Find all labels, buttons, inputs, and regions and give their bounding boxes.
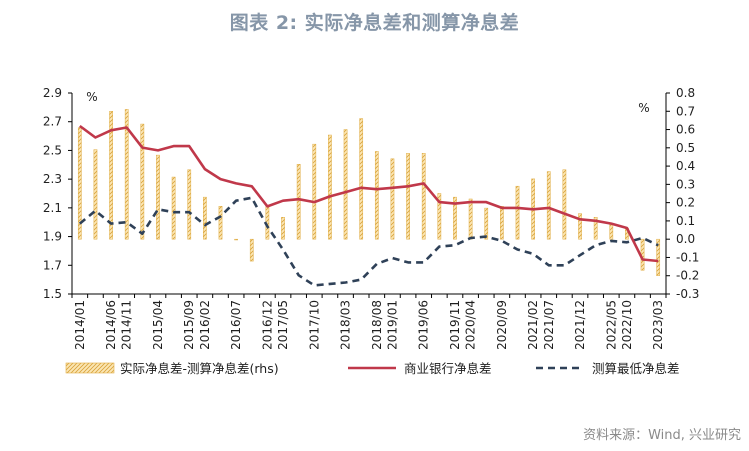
source-note: 资料来源：Wind, 兴业研究 [583, 428, 741, 443]
x-tick-label: 2019/06 [417, 300, 431, 350]
x-tick-label: 2015/04 [151, 300, 165, 350]
bar [218, 206, 223, 240]
right-unit-label: % [638, 101, 649, 115]
right-tick-label: -0.1 [676, 250, 699, 264]
x-tick-label: 2019/01 [385, 300, 399, 350]
bar [109, 111, 113, 240]
x-tick-label: 2018/03 [339, 300, 353, 350]
x-tick-label: 2016/02 [198, 300, 212, 350]
x-tick-label: 2017/10 [307, 300, 321, 350]
bar [328, 134, 332, 240]
right-tick-label: 0.4 [676, 159, 695, 173]
x-tick-label: 2016/07 [229, 300, 243, 350]
bar [343, 129, 348, 240]
right-tick-label: 0.1 [676, 214, 695, 228]
right-tick-label: 0.8 [676, 86, 695, 100]
bar [484, 207, 489, 240]
right-tick-label: 0.5 [676, 141, 695, 155]
x-tick-label: 2016/12 [260, 300, 274, 350]
bar [77, 127, 82, 240]
right-axis: -0.3 -0.2 -0.1 0.0 0.1 0.2 0.3 0.4 0.5 0.6 0.7 0.8% [638, 86, 699, 301]
bar [562, 169, 567, 240]
x-tick-label: 2015/09 [182, 300, 196, 350]
x-tick-label: 2014/11 [120, 300, 134, 350]
bar [609, 224, 614, 240]
bar [234, 238, 238, 241]
x-axis: 2014/01 2014/06 2014/11 2015/04 2015/09 2016/… [71, 293, 667, 350]
left-tick-label: 2.1 [43, 201, 62, 215]
bar [140, 123, 145, 240]
bar [374, 151, 379, 240]
legend-swatch-bar [65, 362, 115, 374]
bar [515, 185, 520, 240]
x-tick-label: 2020/04 [464, 300, 478, 350]
bar [281, 217, 285, 240]
right-tick-label: -0.3 [676, 287, 699, 301]
bar [187, 169, 192, 240]
right-tick-label: 0.6 [676, 123, 695, 137]
x-tick-label: 2018/08 [370, 300, 384, 350]
legend-label-dashed: 测算最低净息差 [592, 361, 680, 376]
left-tick-label: 2.9 [43, 86, 62, 100]
x-tick-label: 2014/01 [73, 300, 87, 350]
bar [453, 196, 457, 240]
x-tick-label: 2021/12 [573, 300, 587, 350]
left-tick-label: 2.3 [43, 172, 62, 186]
bar [468, 198, 473, 240]
x-tick-label: 2022/10 [620, 300, 634, 350]
right-tick-label: 0.2 [676, 196, 695, 210]
x-tick-label: 2023/03 [651, 300, 665, 350]
bar [390, 158, 395, 240]
bar [593, 217, 598, 240]
right-tick-label: 0.7 [676, 104, 695, 118]
plot-area [77, 109, 661, 287]
x-tick-label: 2021/07 [542, 300, 556, 350]
left-tick-label: 1.5 [43, 287, 62, 301]
legend-label-bar: 实际净息差-测算净息差(rhs) [120, 361, 279, 376]
bar [296, 164, 301, 240]
bar [500, 206, 504, 240]
bar [437, 193, 442, 240]
bar [124, 109, 129, 240]
right-tick-label: 0.3 [676, 177, 695, 191]
series-line-bank-margin [79, 124, 659, 263]
bar [203, 196, 207, 240]
bar [578, 213, 582, 240]
right-tick-label: -0.2 [676, 269, 699, 283]
x-tick-label: 2014/06 [104, 300, 118, 350]
bar [93, 149, 98, 240]
bar [359, 118, 364, 240]
bar [312, 143, 317, 240]
x-tick-label: 2020/09 [495, 300, 509, 350]
bar [421, 153, 426, 240]
x-tick-label: 2021/02 [526, 300, 540, 350]
left-axis: 1.5 1.7 1.9 2.1 2.3 2.5 2.7 2.9% [43, 86, 98, 301]
chart-title: 图表 2: 实际净息差和测算净息差 [229, 12, 520, 34]
right-tick-label: 0.0 [676, 232, 695, 246]
left-tick-label: 1.7 [43, 258, 62, 272]
left-unit-label: % [86, 90, 97, 104]
bar [249, 238, 254, 262]
bar [546, 171, 551, 240]
series-line-min-margin [78, 196, 659, 287]
legend-label-solid: 商业银行净息差 [404, 361, 492, 376]
x-tick-label: 2022/05 [604, 300, 618, 350]
legend: 实际净息差-测算净息差(rhs) 商业银行净息差 测算最低净息差 [65, 361, 680, 376]
left-tick-label: 2.7 [43, 115, 62, 129]
left-tick-label: 1.9 [43, 230, 62, 244]
bar [406, 153, 410, 240]
bar [171, 176, 176, 240]
x-tick-label: 2019/11 [448, 300, 462, 350]
left-tick-label: 2.5 [43, 143, 62, 157]
bar [156, 154, 160, 240]
x-tick-label: 2017/05 [276, 300, 290, 350]
bar [656, 238, 661, 276]
